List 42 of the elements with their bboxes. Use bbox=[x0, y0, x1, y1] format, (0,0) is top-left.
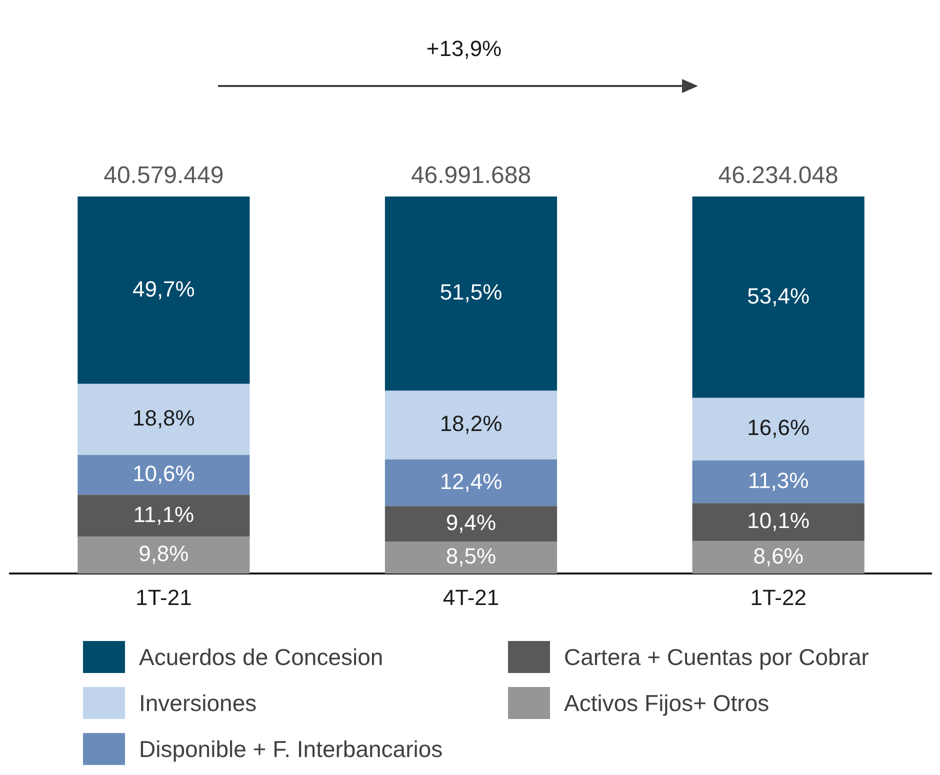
data-label: 18,2% bbox=[440, 411, 502, 436]
bar bbox=[78, 536, 250, 574]
bar bbox=[384, 542, 558, 574]
data-label: 53,4% bbox=[747, 283, 810, 308]
bar bbox=[692, 196, 864, 398]
bar bbox=[78, 454, 250, 495]
text: +13,9% bbox=[426, 36, 502, 62]
legend-label: Disponible + F. Interbancarios bbox=[139, 736, 443, 762]
data-label: 9,4% bbox=[446, 510, 496, 535]
bar bbox=[384, 196, 558, 391]
x-tick-label: 4T-21 bbox=[442, 584, 500, 610]
bar bbox=[692, 398, 864, 460]
data-label: 16,6% bbox=[747, 415, 810, 440]
x-tick-label: 1T-22 bbox=[750, 584, 806, 610]
data-label: 18,8% bbox=[132, 405, 195, 430]
data-label: 11,1% bbox=[133, 502, 194, 527]
data-label: 8,6% bbox=[753, 543, 804, 568]
legend-label: Activos Fijos+ Otros bbox=[564, 690, 770, 716]
legend-label: Cartera + Cuentas por Cobrar bbox=[564, 644, 869, 670]
data-label: 11,3% bbox=[748, 468, 809, 493]
legend-label: Acuerdos de Concesion bbox=[139, 644, 384, 670]
annotation: 40.579.449 bbox=[104, 162, 224, 190]
data-label: 10,1% bbox=[747, 508, 810, 534]
legend-label: Inversiones bbox=[139, 690, 257, 716]
data-label: 49,7% bbox=[132, 276, 195, 302]
bar bbox=[692, 541, 864, 574]
bar bbox=[692, 503, 864, 542]
annotation: 46.991.688 bbox=[410, 162, 532, 190]
bar bbox=[78, 196, 250, 384]
x-tick-label: 1T-21 bbox=[136, 584, 192, 610]
bar bbox=[384, 459, 558, 506]
bar bbox=[384, 506, 558, 542]
data-label: 8,5% bbox=[446, 544, 496, 569]
data-label: 12,4% bbox=[440, 468, 502, 494]
data-label: 51,5% bbox=[440, 280, 502, 305]
bar bbox=[78, 384, 250, 455]
annotation: 46.234.048 bbox=[718, 162, 838, 190]
data-label: 9,8% bbox=[138, 541, 189, 566]
bar bbox=[384, 390, 558, 460]
bar bbox=[78, 494, 250, 537]
bar bbox=[692, 460, 864, 504]
data-label: 10,6% bbox=[132, 460, 195, 486]
